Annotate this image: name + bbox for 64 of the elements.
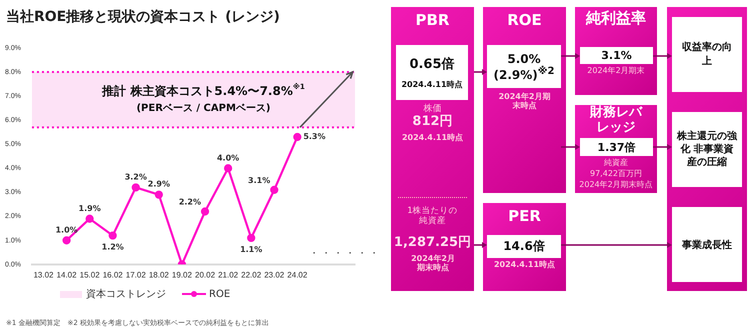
text: 1.37倍 (597, 140, 636, 154)
data-label: 5.3% (303, 132, 326, 142)
text: 2024.4.11時点 (492, 260, 556, 270)
x-tick-label: 22.02 (241, 270, 262, 280)
chart-title: 当社ROE推移と現状の資本コスト (レンジ) (6, 8, 280, 26)
text: 純資産 (603, 158, 629, 168)
point (270, 186, 278, 194)
data-label: 1.2% (102, 242, 124, 252)
data-label: 3.1% (248, 176, 270, 185)
text: 株主還元の強化 非事業資産の圧縮 (677, 130, 737, 169)
legend-label: 資本コストレンジ (85, 288, 166, 301)
x-tick-label: 18.02 (148, 270, 170, 280)
text: PER (507, 207, 542, 226)
point (108, 231, 117, 240)
text: 純利益率 (584, 9, 647, 28)
data-label: 2.9% (148, 180, 170, 189)
text: 1,287.25円 (392, 235, 472, 251)
text: ROE (506, 11, 543, 30)
data-label: 1.9% (78, 204, 101, 213)
text: 0.65倍 (409, 56, 455, 73)
text: 2024年2月期末時点 (498, 92, 551, 110)
point (86, 214, 94, 223)
text: 株価 (422, 104, 442, 114)
annotation: (PERベース / CAPMベース) (136, 103, 270, 114)
text: 2024.4.11時点 (401, 79, 463, 90)
x-tick-label: 16.02 (102, 270, 124, 280)
text: 財務レバレッジ (590, 105, 642, 136)
text: 14.6倍 (503, 238, 545, 255)
annotation: ・・・・・・ (309, 249, 382, 260)
text: 1株当たりの純資産 (406, 206, 459, 227)
data-label: 4.0% (216, 153, 240, 162)
x-tick-label: 15.02 (80, 270, 100, 280)
x-tick-label: 21.02 (218, 270, 239, 280)
data-label: 3.2% (124, 172, 147, 182)
text: 2024年2月期末 (586, 66, 646, 76)
point (154, 190, 163, 199)
point (62, 236, 71, 244)
x-tick-label: 17.02 (126, 270, 146, 280)
text: 収益率の向上 (681, 40, 733, 68)
point (293, 132, 302, 142)
text: 事業成長性 (682, 238, 732, 252)
text: 2024年2月期末時点 (410, 254, 456, 272)
x-tick-label: 13.02 (33, 270, 54, 280)
text: 5.0% (507, 52, 541, 66)
text: 2024年2月期末時点 (578, 180, 654, 190)
text: 2024.4.11時点 (400, 133, 464, 142)
text: 3.1% (601, 49, 632, 62)
text: PBR (414, 11, 450, 30)
x-tick-label: 19.02 (172, 270, 192, 280)
x-tick-label: 23.02 (264, 270, 285, 280)
text: 97,422百万円 (589, 169, 643, 178)
point (224, 164, 232, 172)
data-label: 1.1% (240, 245, 262, 254)
x-tick-label: 20.02 (195, 270, 216, 280)
point (132, 183, 140, 192)
data-label: 1.0% (55, 225, 78, 234)
x-tick-label: 24.02 (287, 270, 308, 280)
text: (2.9%)$^{※2}$ (494, 66, 554, 82)
point (200, 207, 210, 216)
point (247, 234, 256, 242)
data-label: 2.2% (178, 198, 202, 207)
legend-label: ROE (208, 288, 230, 300)
x-tick-label: 14.02 (56, 270, 78, 280)
text: 812円 (411, 114, 454, 130)
